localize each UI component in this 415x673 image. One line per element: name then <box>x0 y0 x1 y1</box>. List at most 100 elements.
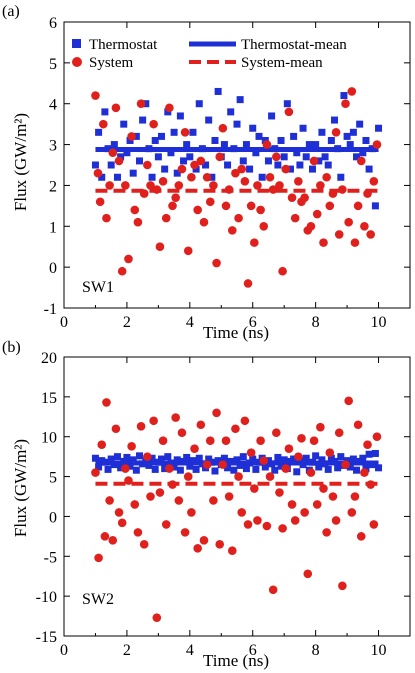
legend-system-marker <box>72 57 82 67</box>
thermostat-point <box>139 116 147 124</box>
system-point <box>319 484 328 493</box>
thermostat-point <box>98 173 106 181</box>
y-tick-label: 0 <box>49 260 57 277</box>
system-point <box>262 521 272 531</box>
thermostat-point <box>280 456 288 464</box>
thermostat-point <box>95 463 103 471</box>
thermostat-point <box>249 455 257 463</box>
thermostat-point <box>312 452 320 460</box>
thermostat-point <box>151 136 159 144</box>
system-point <box>246 448 256 457</box>
system-point <box>187 172 196 182</box>
system-point <box>224 492 234 501</box>
panel-b-annotation: SW2 <box>82 591 114 608</box>
thermostat-point <box>132 466 140 474</box>
thermostat-point <box>239 453 247 461</box>
thermostat-point <box>249 124 257 132</box>
system-point <box>152 613 162 622</box>
thermostat-point <box>305 141 313 149</box>
thermostat-point <box>353 466 361 474</box>
thermostat-point <box>113 453 121 461</box>
legend-thermostat-marker <box>72 39 81 48</box>
system-point <box>281 164 291 174</box>
system-point <box>202 172 212 182</box>
thermostat-point <box>302 454 310 462</box>
thermostat-point <box>334 464 342 472</box>
system-point <box>190 444 199 453</box>
y-tick-label: 5 <box>49 470 57 487</box>
y-tick-label: 20 <box>41 350 57 367</box>
system-point <box>344 396 353 406</box>
system-point <box>224 185 234 194</box>
system-point <box>300 193 309 202</box>
thermostat-point <box>95 128 103 136</box>
thermostat-point <box>164 108 172 116</box>
thermostat-point <box>308 165 316 173</box>
system-point <box>180 528 190 537</box>
thermostat-point <box>129 456 137 464</box>
system-point <box>130 500 140 509</box>
thermostat-point <box>170 463 178 471</box>
thermostat-point <box>110 141 118 149</box>
x-tick-label: 2 <box>123 642 131 659</box>
thermostat-point <box>315 463 323 471</box>
thermostat-point <box>280 153 288 161</box>
thermostat-point <box>208 173 216 181</box>
system-point <box>309 436 319 446</box>
system-point <box>121 464 130 473</box>
system-point <box>243 520 253 529</box>
thermostat-point <box>186 153 194 161</box>
thermostat-point <box>362 136 370 144</box>
thermostat-point <box>290 132 298 140</box>
thermostat-point <box>271 145 279 153</box>
thermostat-point <box>236 461 244 469</box>
system-point <box>265 172 275 182</box>
system-point <box>372 140 382 149</box>
system-point <box>250 484 259 493</box>
system-point <box>158 177 168 186</box>
thermostat-point <box>183 141 191 149</box>
system-point <box>240 177 250 186</box>
system-point <box>353 420 363 430</box>
system-point <box>196 420 206 430</box>
thermostat-point <box>230 145 238 153</box>
thermostat-point <box>331 116 339 124</box>
thermostat-point <box>167 149 175 157</box>
thermostat-point <box>167 459 175 467</box>
thermostat-point <box>161 465 169 473</box>
thermostat-point <box>349 455 357 463</box>
system-point <box>168 480 177 489</box>
x-tick-label: 6 <box>249 314 257 331</box>
x-tick-label: 8 <box>312 642 320 659</box>
system-point <box>168 201 177 211</box>
system-point <box>278 266 287 276</box>
thermostat-point <box>180 457 188 465</box>
system-point <box>143 452 152 461</box>
thermostat-point <box>337 453 345 461</box>
system-point <box>146 181 155 190</box>
thermostat-point <box>368 145 376 153</box>
legend-system-mean-label: System-mean <box>241 55 323 71</box>
panel-a-frame <box>63 21 411 309</box>
thermostat-point <box>321 153 329 161</box>
system-point <box>136 422 146 431</box>
thermostat-point <box>161 165 169 173</box>
system-point <box>215 152 224 162</box>
thermostat-point <box>365 165 373 173</box>
system-point <box>344 217 353 227</box>
thermostat-point <box>107 455 115 463</box>
system-point <box>234 213 243 223</box>
thermostat-point <box>318 456 326 464</box>
system-point <box>114 156 124 166</box>
y-tick-label: 0 <box>49 509 57 526</box>
thermostat-point <box>324 465 332 473</box>
system-point <box>328 189 338 198</box>
system-point <box>139 540 149 549</box>
system-point <box>328 492 338 501</box>
system-point <box>237 508 247 517</box>
system-point <box>177 164 187 174</box>
thermostat-point <box>346 141 354 149</box>
thermostat-point <box>189 128 197 136</box>
system-point <box>161 213 171 223</box>
